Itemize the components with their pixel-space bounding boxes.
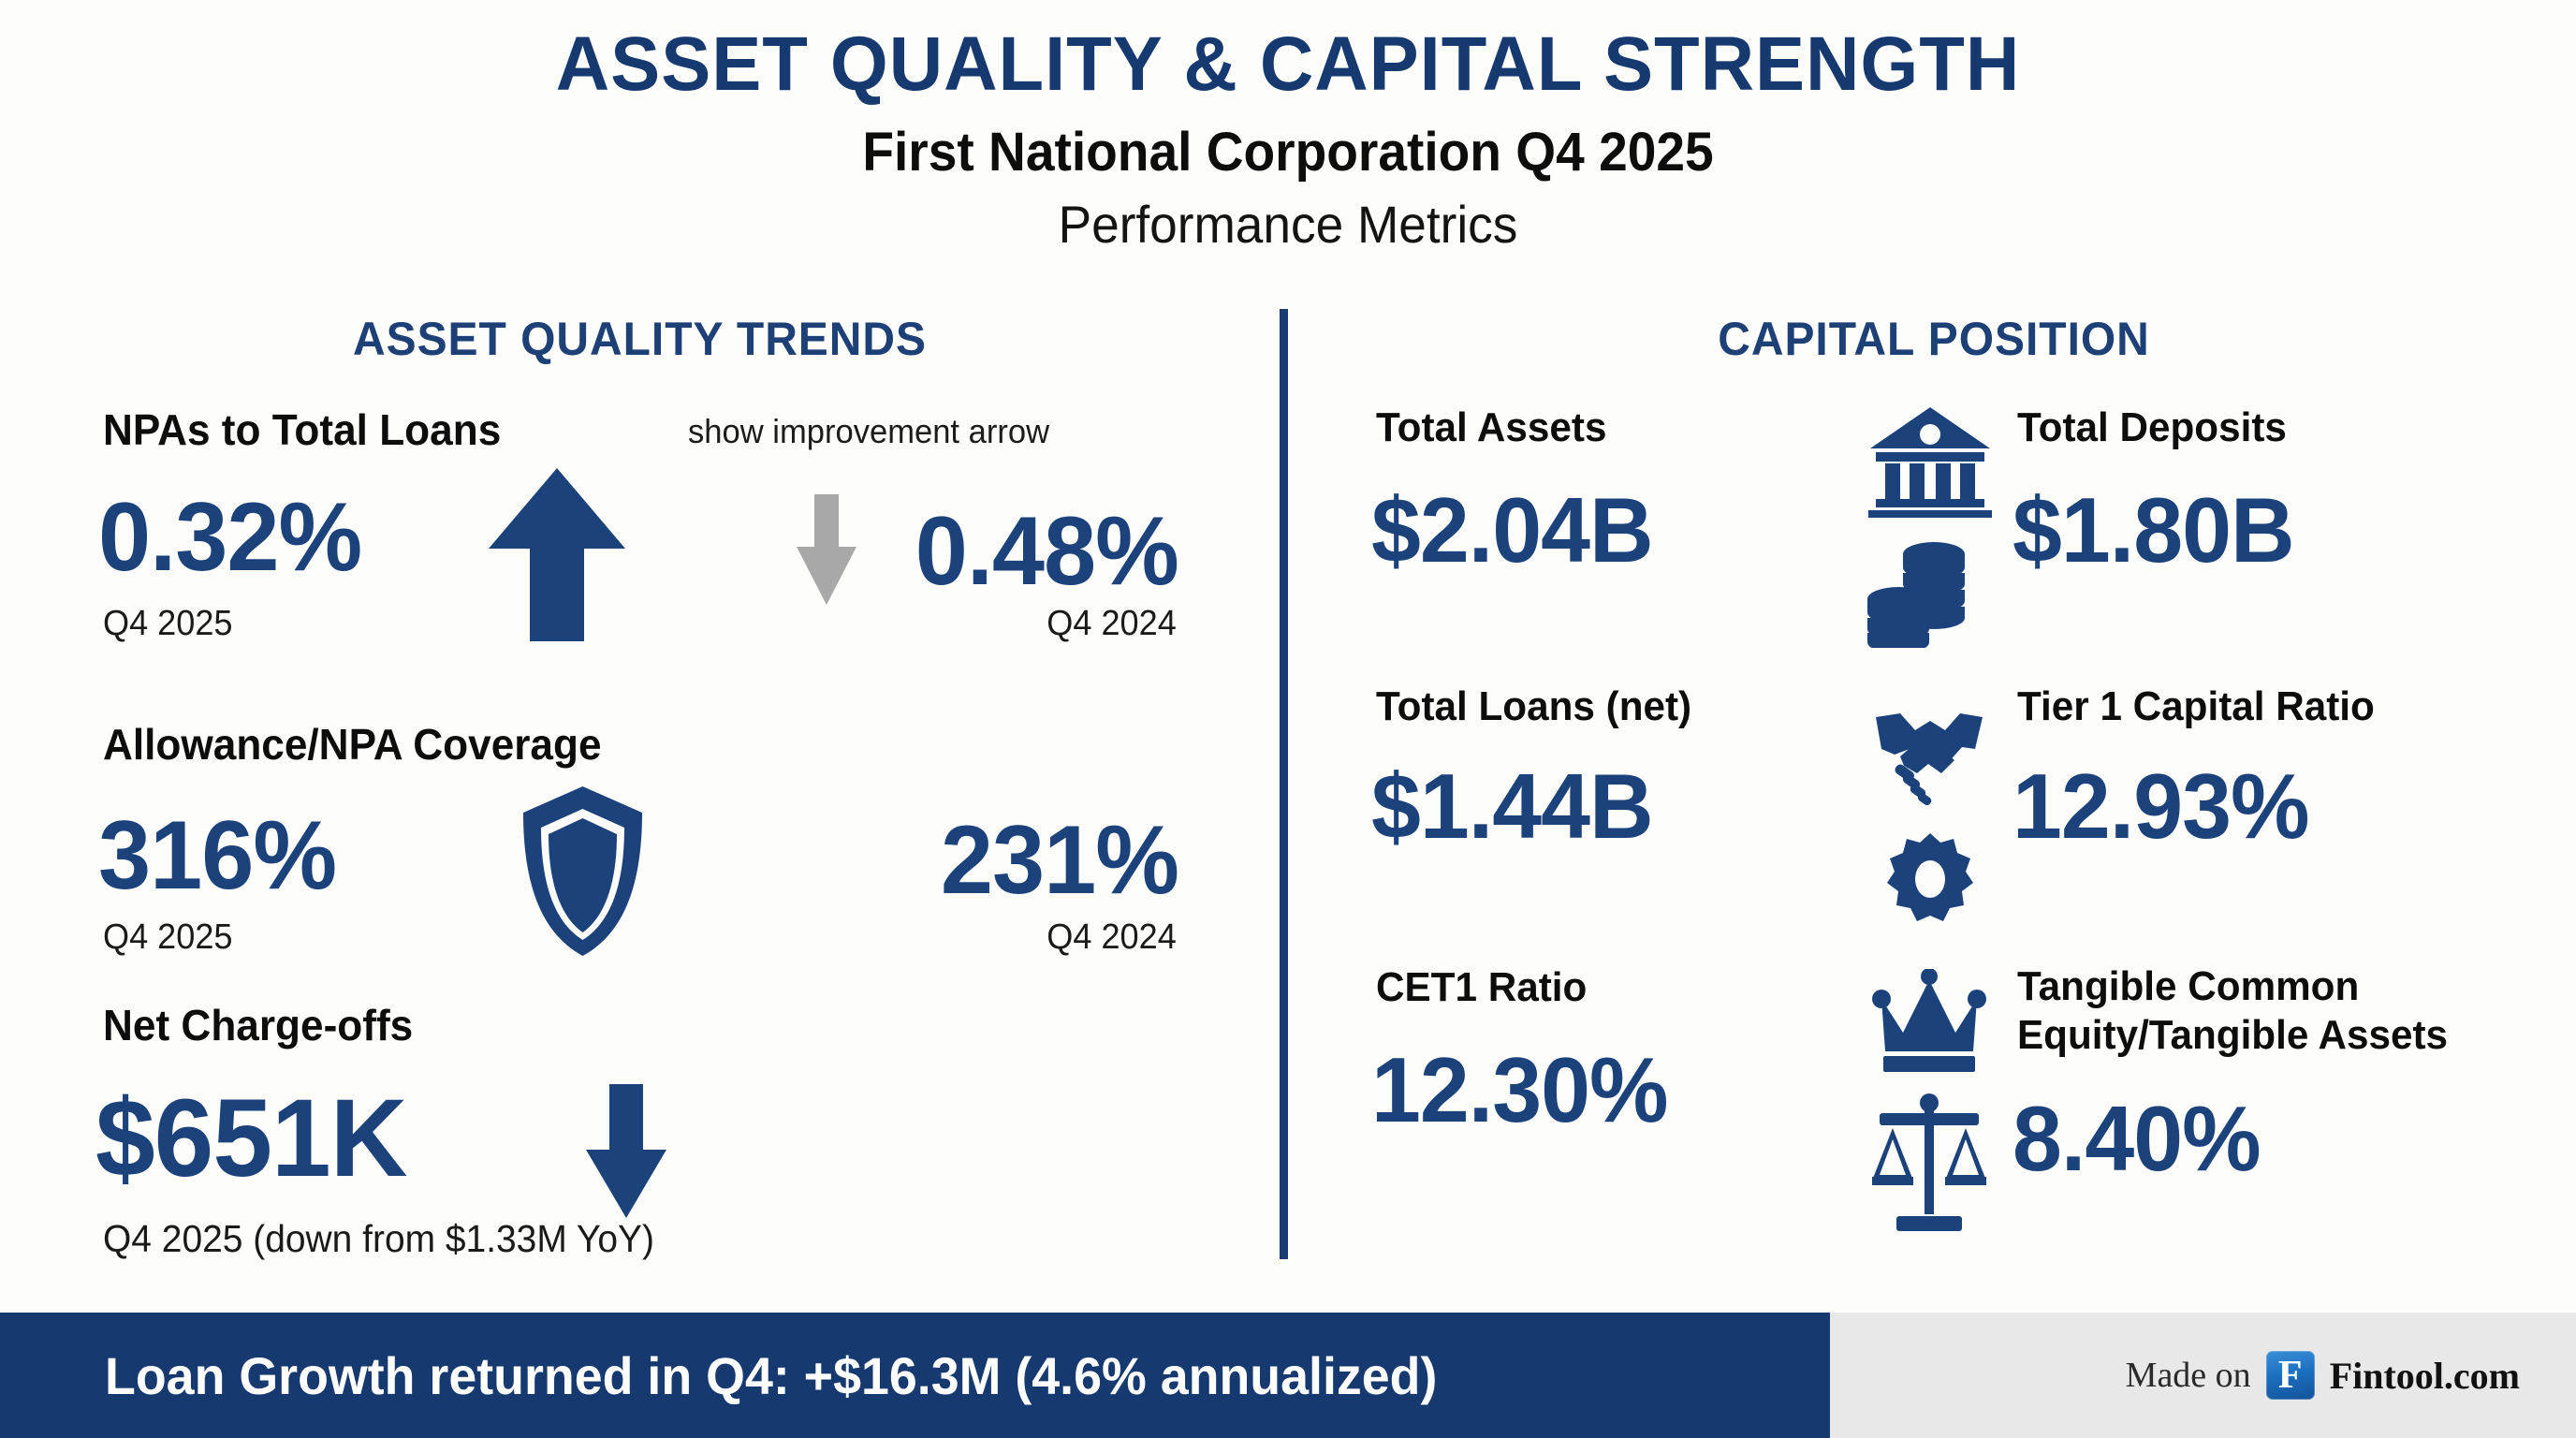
capital-label-tce-ratio: Tangible Common Equity/Tangible Assets — [2017, 962, 2556, 1060]
footer-highlight-band: Loan Growth returned in Q4: +$16.3M (4.6… — [0, 1313, 1830, 1438]
fintool-brand-name: Fintool.com — [2329, 1354, 2520, 1397]
metric-value-allowance-prior: 231% — [940, 806, 1179, 915]
metric-label-allowance: Allowance/NPA Coverage — [103, 720, 602, 769]
metric-period-npas-current: Q4 2025 — [103, 604, 233, 643]
capital-label-tce-line2: Equity/Tangible Assets — [2017, 1011, 2449, 1058]
fintool-logo-icon: F — [2265, 1351, 2315, 1400]
made-on-label: Made on — [2125, 1356, 2251, 1395]
capital-value-tce-ratio: 8.40% — [2012, 1087, 2261, 1190]
metric-value-npas-current: 0.32% — [98, 483, 362, 592]
arrow-down-icon — [585, 1084, 667, 1223]
metric-value-npas-prior: 0.48% — [915, 497, 1179, 606]
page-subtitle: First National Corporation Q4 2025 — [862, 122, 1714, 183]
arrow-up-icon — [487, 468, 627, 646]
section-heading-capital-position: CAPITAL POSITION — [1718, 313, 2150, 365]
metric-period-allowance-current: Q4 2025 — [103, 917, 233, 957]
column-divider — [1280, 309, 1288, 1259]
footer-message: Loan Growth returned in Q4: +$16.3M (4.6… — [105, 1345, 1438, 1405]
capital-position-column: Total Assets $2.04B — [1292, 0, 2576, 1311]
arrow-down-gray-icon — [796, 494, 857, 609]
capital-value-cet1-ratio: 12.30% — [1371, 1038, 1669, 1141]
scales-icon — [1870, 1091, 1988, 1236]
handshake-icon — [1872, 712, 1986, 810]
capital-value-total-assets: $2.04B — [1371, 478, 1654, 581]
section-heading-asset-quality: ASSET QUALITY TRENDS — [352, 313, 928, 365]
metric-label-npas: NPAs to Total Loans — [103, 405, 502, 454]
bank-icon — [1868, 407, 1992, 522]
capital-value-tier1-ratio: 12.93% — [2012, 755, 2310, 858]
capital-label-tce-line1: Tangible Common — [2017, 963, 2360, 1009]
capital-label-total-assets: Total Assets — [1376, 404, 1607, 450]
metric-period-allowance-prior: Q4 2024 — [1046, 917, 1177, 957]
coins-icon — [1865, 534, 1979, 653]
footer-branding: Made on F Fintool.com — [2126, 1313, 2520, 1438]
capital-label-total-deposits: Total Deposits — [2017, 404, 2287, 450]
page-header: ASSET QUALITY & CAPITAL STRENGTH First N… — [0, 0, 2576, 251]
metric-note-npas: show improvement arrow — [688, 412, 1050, 450]
metric-period-npas-prior: Q4 2024 — [1046, 604, 1177, 643]
metric-period-charge-offs: Q4 2025 (down from $1.33M YoY) — [103, 1217, 654, 1260]
page-title: ASSET QUALITY & CAPITAL STRENGTH — [555, 22, 2021, 107]
metric-value-allowance-current: 316% — [98, 801, 337, 910]
shield-icon — [520, 785, 646, 962]
crown-icon — [1872, 968, 1986, 1077]
gear-icon — [1887, 833, 1973, 930]
capital-label-cet1-ratio: CET1 Ratio — [1376, 964, 1588, 1010]
metric-value-charge-offs: $651K — [95, 1077, 407, 1200]
metric-label-charge-offs: Net Charge-offs — [103, 1001, 414, 1049]
footer-bar: Loan Growth returned in Q4: +$16.3M (4.6… — [0, 1313, 2576, 1438]
capital-value-total-loans: $1.44B — [1371, 755, 1654, 858]
capital-value-total-deposits: $1.80B — [2012, 478, 2295, 581]
capital-label-tier1-ratio: Tier 1 Capital Ratio — [2017, 683, 2375, 729]
page-subtitle-secondary: Performance Metrics — [1058, 195, 1518, 254]
capital-label-total-loans: Total Loans (net) — [1376, 683, 1692, 729]
asset-quality-column: NPAs to Total Loans show improvement arr… — [0, 0, 1280, 1311]
